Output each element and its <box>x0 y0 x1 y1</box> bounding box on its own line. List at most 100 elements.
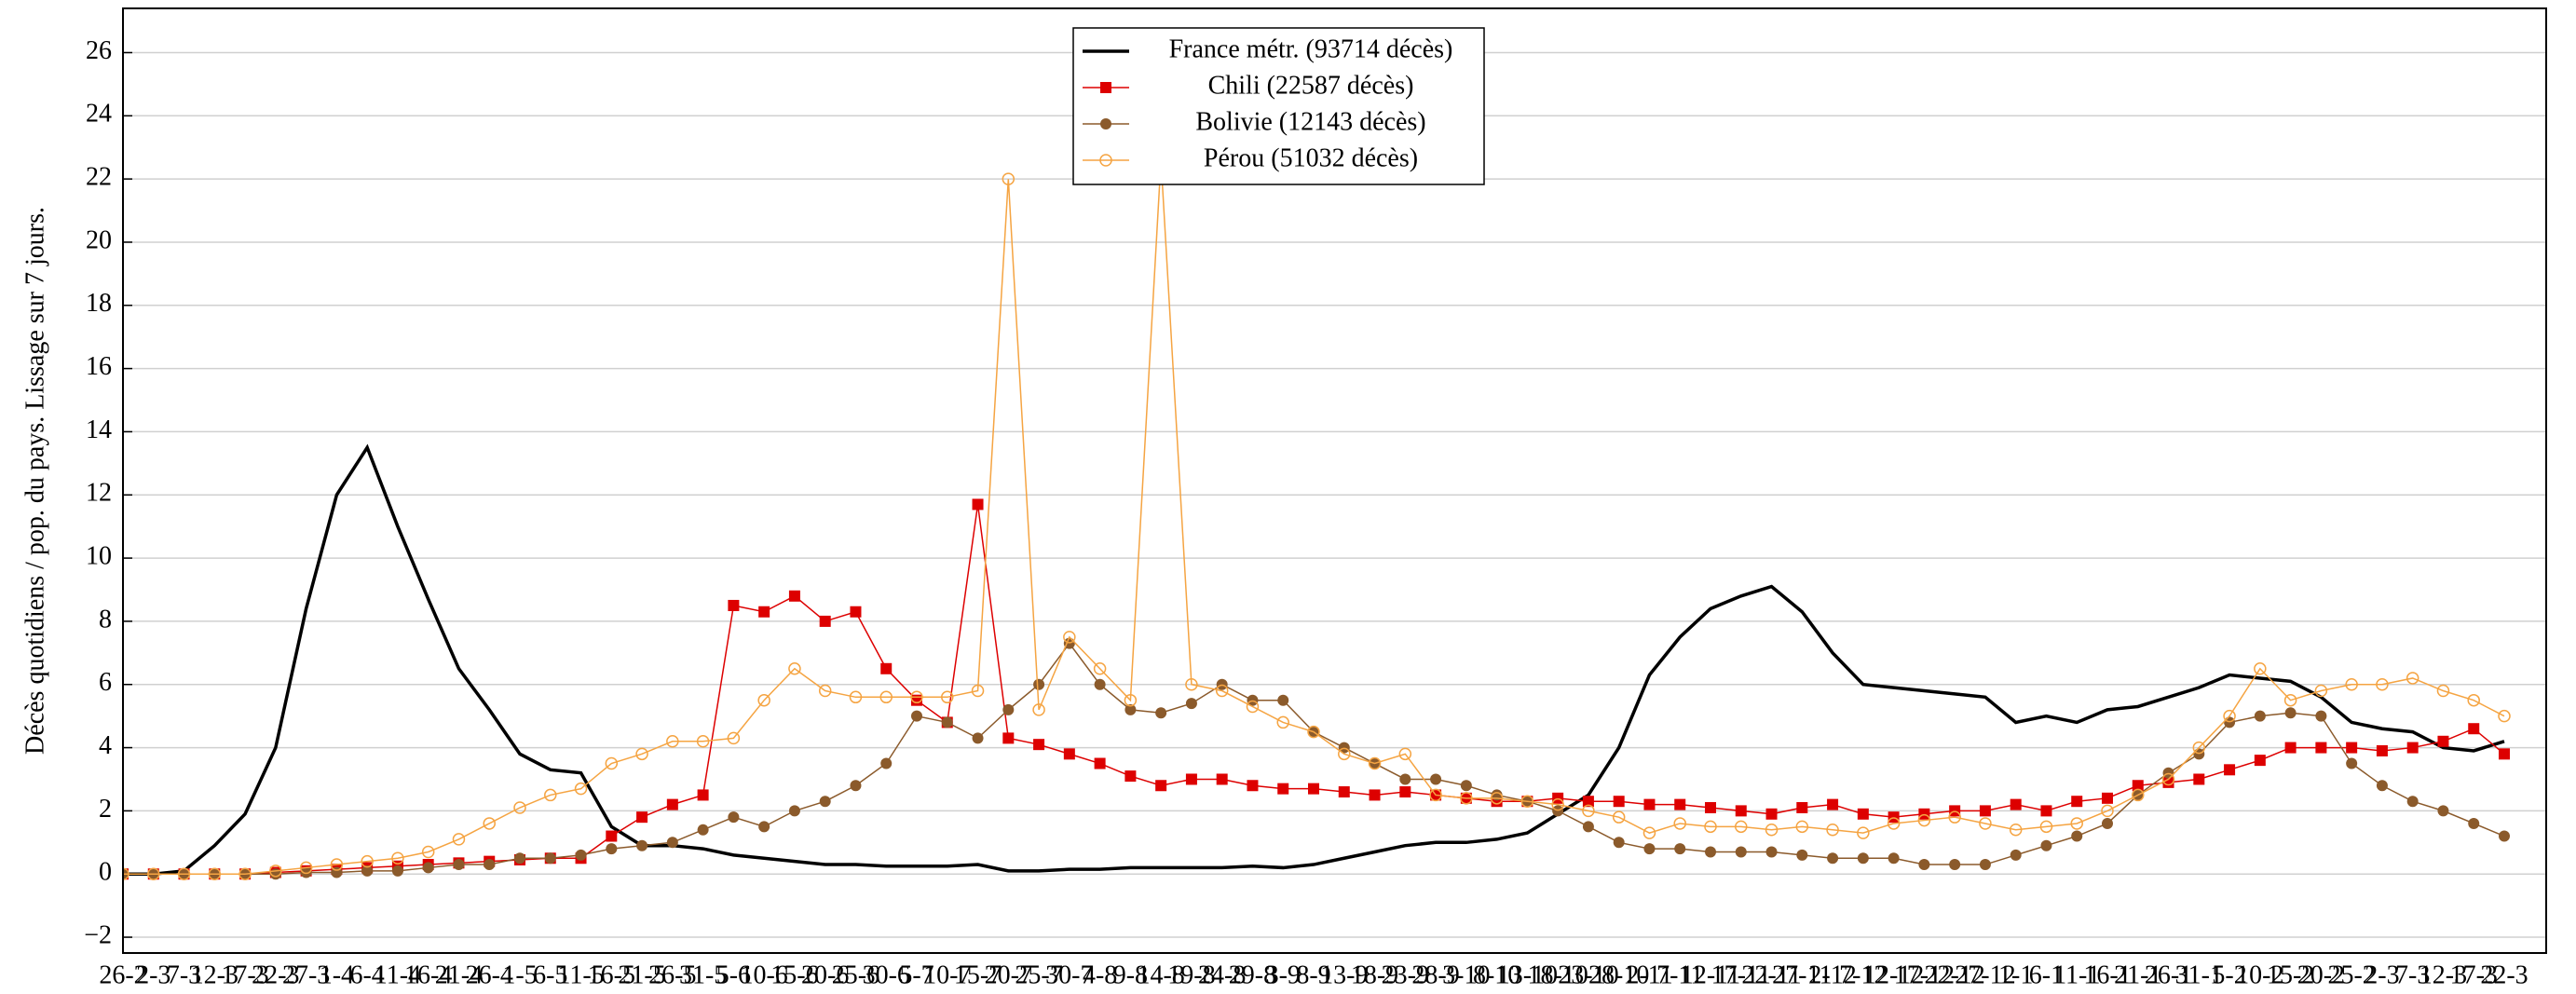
marker <box>788 662 801 675</box>
x-tick-label: 15-2 <box>2267 960 2314 989</box>
marker <box>2223 709 2236 723</box>
x-tick-label: 15-7 <box>954 960 1002 989</box>
x-tick-label: 5-7 <box>899 960 934 989</box>
marker <box>758 606 770 618</box>
y-tick-label: 12 <box>86 479 112 508</box>
marker <box>421 845 435 859</box>
marker <box>2499 830 2510 842</box>
marker <box>1215 684 1229 698</box>
marker <box>1735 820 1748 834</box>
marker <box>1063 748 1075 760</box>
marker <box>972 732 984 744</box>
marker <box>2132 788 2145 802</box>
x-tick-label: 27-12 <box>1955 960 2015 989</box>
marker <box>1642 826 1656 839</box>
marker <box>2224 764 2236 776</box>
marker <box>544 788 557 802</box>
y-tick-label: 10 <box>86 542 112 571</box>
marker <box>1612 810 1626 824</box>
y-tick-label: 2 <box>99 795 112 824</box>
marker <box>1674 843 1686 855</box>
y-tick-label: −2 <box>84 920 112 949</box>
marker <box>1857 852 1869 865</box>
marker <box>1826 823 1839 837</box>
marker <box>123 867 129 880</box>
marker <box>1308 783 1319 795</box>
marker <box>1002 703 1015 715</box>
x-tick-label: 19-8 <box>1167 960 1215 989</box>
marker <box>941 690 954 704</box>
marker <box>788 805 800 817</box>
marker <box>1100 118 1111 129</box>
marker <box>483 817 496 830</box>
x-tick-label: 8-9 <box>1296 960 1330 989</box>
marker <box>1185 698 1197 710</box>
x-tick-label: 20-6 <box>801 960 849 989</box>
marker <box>2346 757 2358 769</box>
x-tick-label: 12-11 <box>1681 960 1740 989</box>
marker <box>1918 859 1930 871</box>
marker <box>2467 693 2480 707</box>
x-tick-label: 25-7 <box>1015 960 1062 989</box>
x-tick-label: 17-11 <box>1711 960 1771 989</box>
x-tick-label: 9-8 <box>1113 960 1148 989</box>
marker <box>1338 786 1350 798</box>
x-tick-label: 1-1 <box>1998 960 2033 989</box>
marker <box>2101 804 2114 818</box>
x-tick-label: 21-1 <box>2114 960 2161 989</box>
marker <box>1888 811 1900 824</box>
x-tick-label: 21-5 <box>618 960 665 989</box>
x-tick-label: 26-2 <box>99 960 146 989</box>
marker <box>1673 817 1686 830</box>
marker <box>2224 716 2236 728</box>
x-tick-label: 5-2 <box>2212 960 2246 989</box>
marker <box>391 865 403 877</box>
marker <box>1582 796 1594 808</box>
marker <box>757 693 770 707</box>
marker <box>1795 820 1809 834</box>
x-tick-label: 15-6 <box>770 960 818 989</box>
marker <box>1246 700 1260 714</box>
marker <box>1216 773 1228 785</box>
x-tick-label: 18-10 <box>1527 960 1588 989</box>
marker <box>2161 772 2175 786</box>
marker <box>1887 817 1901 830</box>
marker <box>636 811 648 824</box>
marker <box>819 615 831 627</box>
marker <box>452 833 466 846</box>
marker <box>1520 795 1534 808</box>
marker <box>1948 810 1961 824</box>
x-tick-label: 17-3 <box>2450 960 2498 989</box>
marker <box>605 756 619 770</box>
marker <box>2010 798 2022 810</box>
marker <box>2254 662 2267 675</box>
x-tick-label: 6-5 <box>533 960 567 989</box>
x-tick-label: 22-3 <box>2480 960 2528 989</box>
marker <box>1552 805 1564 817</box>
marker <box>2162 767 2174 779</box>
marker <box>1338 742 1350 754</box>
marker <box>1613 837 1625 849</box>
marker <box>2468 817 2480 829</box>
marker <box>1002 172 1015 185</box>
x-tick-label: 23-10 <box>1558 960 1618 989</box>
marker <box>2102 792 2113 804</box>
y-tick-label: 20 <box>86 225 112 254</box>
x-tick-label: 26-1 <box>2145 960 2192 989</box>
series-line <box>123 504 2505 875</box>
marker <box>2376 780 2388 792</box>
x-tick-label: 2-12 <box>1808 960 1856 989</box>
marker <box>2406 742 2419 754</box>
marker <box>2009 823 2023 837</box>
x-tick-label: 17-12 <box>1894 960 1955 989</box>
marker <box>972 498 984 511</box>
x-tick-label: 3-10 <box>1442 960 1490 989</box>
marker <box>1979 859 1991 871</box>
marker <box>850 606 862 618</box>
marker <box>147 867 160 880</box>
y-tick-label: 4 <box>99 731 112 760</box>
marker <box>1979 817 1992 830</box>
marker <box>1094 757 1106 769</box>
marker <box>300 866 312 878</box>
